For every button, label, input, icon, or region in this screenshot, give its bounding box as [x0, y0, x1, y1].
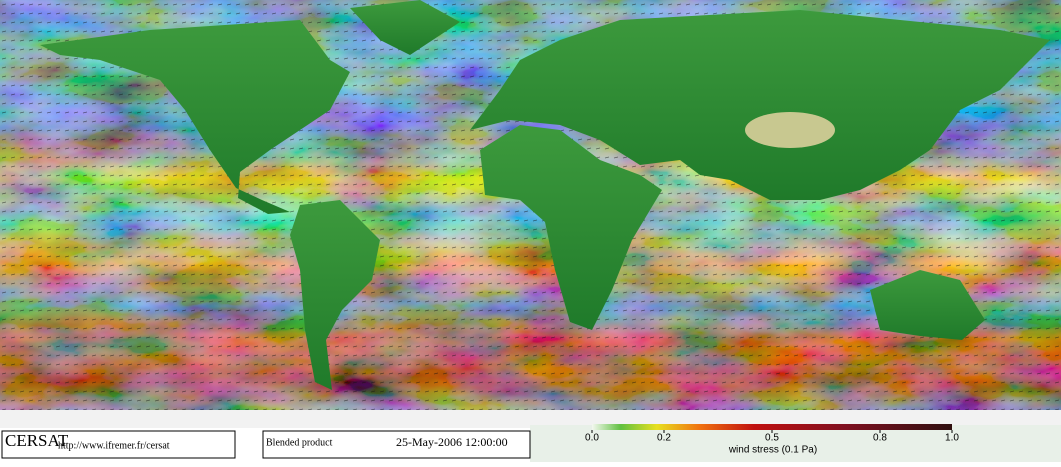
colorbar-tick-label: 0.0: [585, 433, 599, 444]
south-america: [290, 200, 380, 390]
colorbar-label: wind stress (0.1 Pa): [728, 445, 817, 456]
colorbar-tick-label: 0.5: [765, 433, 779, 444]
date: 25-May-2006 12:00:00: [396, 435, 508, 449]
north-america: [40, 20, 350, 214]
greenland: [350, 0, 460, 55]
colorbar: [592, 424, 952, 430]
eurasia: [470, 10, 1050, 200]
logo-box: [1, 430, 236, 459]
footer-land: [530, 425, 1061, 462]
product: Blended product: [266, 437, 333, 448]
logo: CERSAT: [5, 431, 69, 450]
plateau: [745, 112, 835, 148]
colorbar-tick-label: 1.0: [945, 433, 959, 444]
continents: [40, 0, 1050, 390]
australia: [870, 270, 985, 340]
antarctica: [0, 410, 1061, 428]
africa: [480, 125, 662, 330]
colorbar-tick-label: 0.8: [873, 433, 887, 444]
info-box: [262, 430, 531, 459]
url: http://www.ifremer.fr/cersat: [58, 440, 170, 451]
colorbar-tick-label: 0.2: [657, 433, 671, 444]
